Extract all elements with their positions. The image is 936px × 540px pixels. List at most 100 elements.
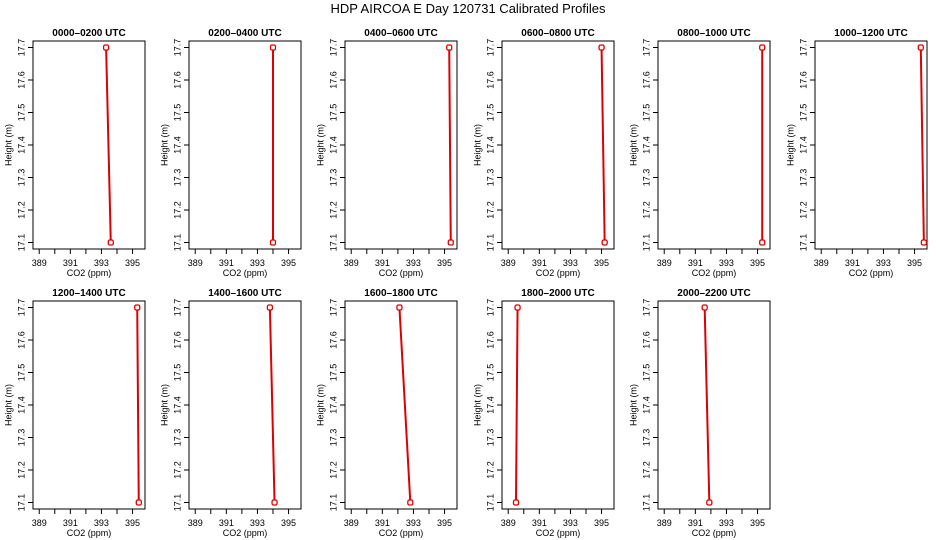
y-tick-label: 17.4: [328, 136, 338, 154]
plot-frame: [657, 40, 771, 250]
y-tick-label: 17.5: [485, 364, 495, 382]
panel-title: 1200–1400 UTC: [52, 288, 125, 299]
x-tick-label: 391: [219, 518, 234, 528]
y-axis-label: Height (m): [785, 124, 795, 166]
y-tick-label: 17.7: [16, 299, 26, 317]
x-axis-label: CO2 (ppm): [849, 268, 894, 278]
x-tick-label: 391: [688, 518, 703, 528]
plot-frame: [814, 40, 928, 250]
y-tick-label: 17.4: [328, 396, 338, 414]
x-tick-label: 395: [907, 258, 922, 268]
y-tick-label: 17.3: [328, 429, 338, 447]
x-tick-label: 389: [32, 258, 47, 268]
y-tick-label: 17.7: [328, 299, 338, 317]
y-tick-label: 17.5: [641, 104, 651, 122]
x-tick-label: 389: [814, 258, 829, 268]
y-tick-label: 17.2: [641, 201, 651, 219]
y-tick-label: 17.4: [485, 396, 495, 414]
y-tick-label: 17.2: [328, 461, 338, 479]
y-tick-label: 17.5: [485, 104, 495, 122]
profile-point: [598, 44, 605, 51]
y-axis-label: Height (m): [3, 124, 13, 166]
x-tick-label: 389: [501, 518, 516, 528]
y-tick-label: 17.7: [641, 299, 651, 317]
y-tick-label: 17.2: [172, 461, 182, 479]
y-tick-label: 17.1: [172, 494, 182, 512]
chart-panel: 1400–1600 UTC 389 391 393 395 17.1 17.2 17.3 17.…: [159, 288, 302, 538]
y-tick-label: 17.3: [16, 429, 26, 447]
y-tick-label: 17.1: [328, 234, 338, 252]
x-axis-label: CO2 (ppm): [223, 268, 268, 278]
x-tick-label: 393: [250, 518, 265, 528]
x-tick-label: 395: [437, 518, 452, 528]
x-tick-label: 395: [125, 258, 140, 268]
y-tick-label: 17.3: [16, 169, 26, 187]
x-tick-label: 395: [437, 258, 452, 268]
x-axis-label: CO2 (ppm): [692, 528, 737, 538]
x-tick-label: 389: [657, 258, 672, 268]
y-tick-label: 17.5: [328, 364, 338, 382]
y-tick-label: 17.6: [641, 71, 651, 89]
profile-point: [271, 499, 278, 506]
y-tick-label: 17.6: [798, 71, 808, 89]
y-tick-label: 17.3: [641, 169, 651, 187]
chart-panel: 2000–2200 UTC 389 391 393 395 17.1 17.2 17.3 17.…: [628, 288, 771, 538]
panel-title: 0200–0400 UTC: [208, 28, 281, 39]
x-tick-label: 395: [594, 258, 609, 268]
profile-line: [919, 47, 925, 243]
x-tick-label: 389: [344, 258, 359, 268]
page-title: HDP AIRCOA E Day 120731 Calibrated Profi…: [330, 1, 606, 16]
y-tick-label: 17.7: [485, 39, 495, 57]
y-tick-label: 17.5: [172, 364, 182, 382]
profile-line: [703, 307, 711, 503]
plot-frame: [657, 300, 771, 510]
profile-point: [269, 239, 277, 246]
x-tick-label: 391: [845, 258, 860, 268]
y-axis-label: Height (m): [472, 384, 482, 426]
y-tick-label: 17.1: [16, 494, 26, 512]
profile-line: [136, 307, 140, 503]
x-tick-label: 393: [250, 258, 265, 268]
y-tick-label: 17.3: [172, 169, 182, 187]
x-tick-label: 393: [406, 258, 421, 268]
y-axis-label: Height (m): [315, 124, 325, 166]
y-tick-label: 17.7: [485, 299, 495, 317]
x-tick-label: 391: [532, 518, 547, 528]
profile-point: [269, 44, 277, 51]
panel-title: 0400–0600 UTC: [364, 28, 437, 39]
profile-point: [514, 304, 521, 311]
y-tick-label: 17.2: [16, 461, 26, 479]
y-tick-label: 17.5: [798, 104, 808, 122]
y-tick-label: 17.1: [172, 234, 182, 252]
profile-point: [512, 499, 520, 506]
profile-line: [515, 307, 519, 503]
y-tick-label: 17.3: [485, 169, 495, 187]
y-tick-label: 17.4: [641, 396, 651, 414]
profile-point: [135, 499, 142, 506]
y-axis-label: Height (m): [159, 124, 169, 166]
profile-line: [105, 47, 112, 243]
y-tick-label: 17.1: [798, 234, 808, 252]
y-tick-label: 17.7: [172, 39, 182, 57]
profile-point: [134, 304, 141, 311]
x-tick-label: 391: [219, 258, 234, 268]
x-axis-label: CO2 (ppm): [379, 268, 424, 278]
profile-point: [396, 304, 403, 311]
chart-panel: 0000–0200 UTC 389 391 393 395 17.1 17.2 17.3 17.…: [3, 28, 146, 278]
panel-title: 2000–2200 UTC: [677, 288, 750, 299]
y-tick-label: 17.7: [798, 39, 808, 57]
y-tick-label: 17.6: [485, 71, 495, 89]
y-tick-label: 17.1: [641, 234, 651, 252]
y-tick-label: 17.4: [172, 136, 182, 154]
x-tick-label: 393: [406, 518, 421, 528]
panel-title: 1400–1600 UTC: [208, 288, 281, 299]
chart-panel: 0800–1000 UTC 389 391 393 395 17.1 17.2 17.3 17.…: [628, 28, 771, 278]
plot-frame: [188, 300, 302, 510]
y-tick-label: 17.2: [798, 201, 808, 219]
profile-line: [448, 47, 452, 243]
y-tick-label: 17.6: [328, 71, 338, 89]
x-tick-label: 393: [94, 518, 109, 528]
y-tick-label: 17.6: [172, 71, 182, 89]
chart-panel: 0600–0800 UTC 389 391 393 395 17.1 17.2 17.3 17.…: [472, 28, 615, 278]
profile-point: [407, 499, 414, 506]
